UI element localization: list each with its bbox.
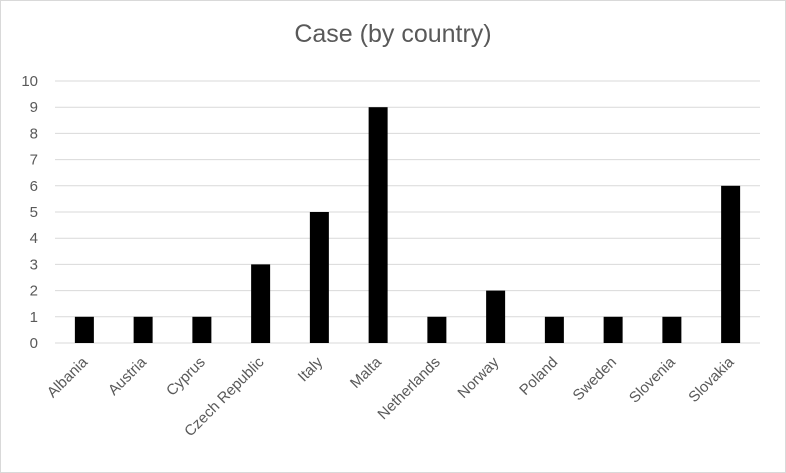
bar-czech-republic — [251, 264, 271, 343]
y-tick-label: 5 — [30, 204, 38, 221]
chart-title: Case (by country) — [294, 20, 492, 48]
y-tick-label: 7 — [30, 152, 38, 169]
bar-netherlands — [427, 316, 447, 343]
y-tick-label: 10 — [21, 73, 38, 90]
y-tick-label: 4 — [30, 230, 38, 247]
x-tick-label: Malta — [347, 353, 385, 391]
y-tick-label: 6 — [30, 178, 38, 195]
bar-sweden — [603, 316, 623, 343]
x-tick-label: Cyprus — [163, 354, 209, 400]
x-tick-label: Italy — [295, 353, 327, 385]
y-tick-label: 0 — [30, 335, 38, 352]
x-tick-label: Poland — [516, 354, 561, 399]
bar-norway — [486, 290, 506, 343]
y-tick-label: 3 — [30, 256, 38, 273]
gridlines — [55, 80, 760, 344]
x-tick-label: Norway — [454, 353, 502, 401]
bar-cyprus — [192, 316, 212, 343]
bar-albania — [74, 316, 94, 343]
x-tick-label: Slovakia — [685, 353, 738, 406]
x-tick-label: Austria — [105, 353, 150, 398]
y-tick-label: 8 — [30, 125, 38, 142]
x-tick-label: Slovenia — [626, 353, 679, 406]
bar-italy — [309, 212, 329, 343]
y-tick-label: 2 — [30, 283, 38, 300]
x-tick-label: Netherlands — [374, 354, 443, 423]
x-tick-label: Sweden — [570, 354, 620, 404]
bar-slovenia — [662, 316, 682, 343]
bar-poland — [544, 316, 564, 343]
bar-austria — [133, 316, 153, 343]
y-axis: 0 1 2 3 4 5 6 7 8 9 10 — [21, 73, 38, 352]
x-tick-label: Albania — [44, 353, 92, 401]
bars — [74, 107, 741, 343]
bar-slovakia — [721, 185, 741, 343]
bar-malta — [368, 107, 388, 343]
y-tick-label: 1 — [30, 309, 38, 326]
y-tick-label: 9 — [30, 99, 38, 116]
